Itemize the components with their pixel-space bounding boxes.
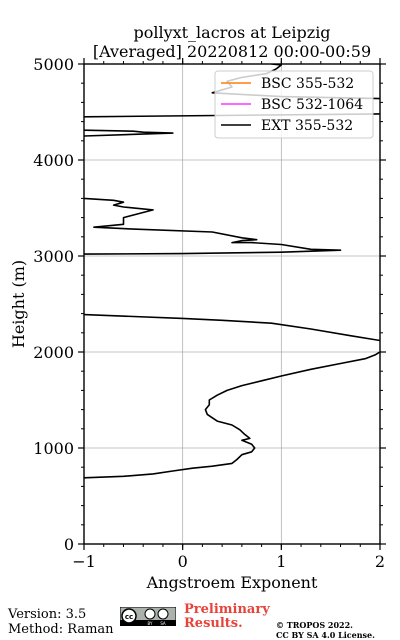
preliminary-notice: Preliminary Results. <box>184 603 270 631</box>
series-line-ext-355-532 <box>84 351 380 479</box>
svg-text:cc: cc <box>125 613 133 621</box>
legend-label: EXT 355-532 <box>261 118 353 134</box>
x-tick-label: −1 <box>72 552 96 571</box>
legend-label: BSC 532-1064 <box>261 97 363 113</box>
copyright-line1: © TROPOS 2022. <box>276 620 353 630</box>
y-tick-label: 5000 <box>33 55 74 74</box>
y-tick-label: 0 <box>64 535 74 554</box>
version-text: Version: 3.5 <box>8 607 87 622</box>
y-tick-label: 1000 <box>33 439 74 458</box>
cc-icon <box>121 608 137 624</box>
method-text: Method: Raman <box>8 622 114 637</box>
y-tick-label: 4000 <box>33 151 74 170</box>
legend-label: BSC 355-532 <box>261 76 354 92</box>
legend: BSC 355-532 BSC 532-1064 EXT 355-532 <box>214 70 374 139</box>
series-line-ext-355-532 <box>84 197 342 255</box>
sa-icon <box>157 608 169 620</box>
chart-title-line1: pollyxt_lacros at Leipzig <box>133 23 330 42</box>
preliminary-line1: Preliminary <box>184 602 270 617</box>
svg-text:BY: BY <box>148 621 154 626</box>
y-tick-label: 3000 <box>33 247 74 266</box>
x-tick-label: 0 <box>178 552 188 571</box>
x-axis-label: Angstroem Exponent <box>146 573 318 592</box>
x-tick-label: 1 <box>276 552 286 571</box>
series-line-ext-355-532 <box>84 129 174 137</box>
series-line-ext-355-532 <box>84 313 380 342</box>
copyright-line2: CC BY SA 4.0 License. <box>276 630 375 640</box>
copyright-notice: © TROPOS 2022. CC BY SA 4.0 License. <box>276 620 375 640</box>
by-icon <box>144 608 156 620</box>
preliminary-line2: Results. <box>184 616 243 631</box>
plot-frame <box>83 63 381 545</box>
x-tick-label: 2 <box>375 552 385 571</box>
svg-text:SA: SA <box>160 621 166 626</box>
y-tick-label: 2000 <box>33 343 74 362</box>
legend-box <box>214 70 374 139</box>
chart-title-line2: [Averaged] 20220812 00:00-00:59 <box>93 42 371 61</box>
y-axis-label: Height (m) <box>9 260 28 348</box>
cc-license-badge: cc BY SA <box>120 607 176 626</box>
